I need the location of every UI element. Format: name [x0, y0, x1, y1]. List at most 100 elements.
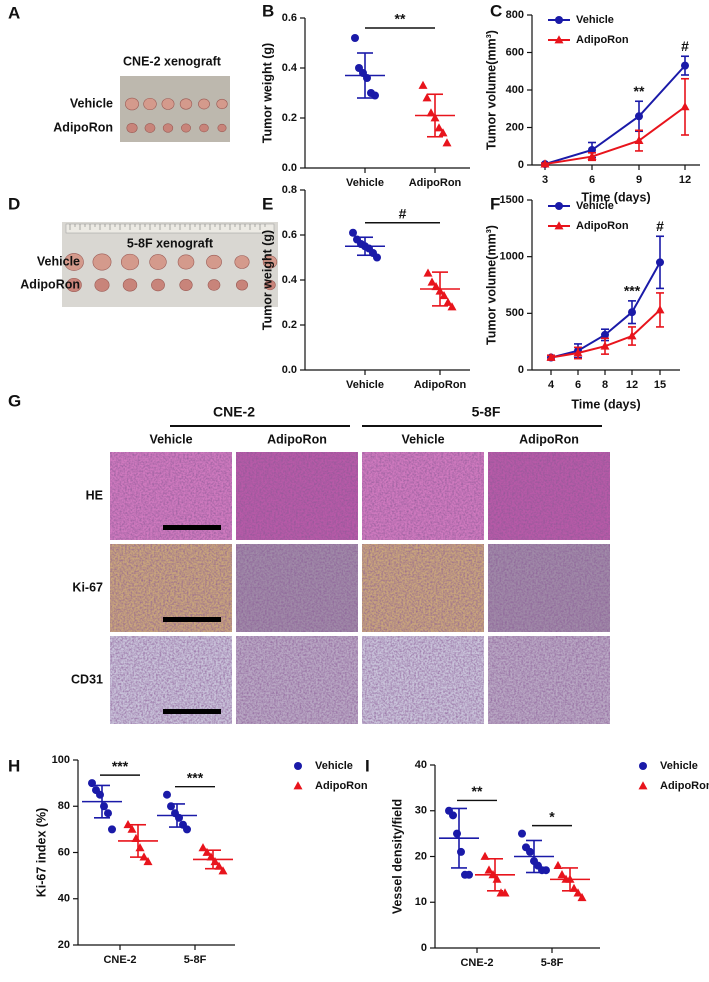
tumor — [161, 98, 175, 110]
data-point — [198, 843, 208, 852]
data-point — [443, 297, 453, 306]
panel-label: A — [8, 3, 20, 22]
y-tick-label: 1000 — [500, 251, 524, 263]
data-point — [418, 80, 428, 89]
micrograph-texture — [362, 452, 484, 540]
y-tick-label: 60 — [58, 846, 70, 858]
y-axis-label: Tumor volume(mm³) — [484, 30, 498, 150]
tumor — [207, 279, 221, 291]
tumor — [126, 122, 138, 134]
legend-marker — [293, 781, 303, 790]
panel-label: F — [490, 194, 500, 213]
tumor — [262, 255, 278, 269]
legend-marker — [294, 762, 302, 770]
data-point — [104, 809, 112, 818]
data-point — [573, 348, 583, 357]
data-point — [680, 102, 690, 111]
group-label: CNE-2 — [213, 404, 255, 420]
data-point — [143, 856, 153, 866]
legend-marker — [554, 35, 564, 44]
x-tick-label: AdipoRon — [414, 379, 467, 391]
tumor — [198, 98, 210, 110]
data-point — [449, 811, 457, 820]
x-tick-label: CNE-2 — [103, 954, 136, 966]
x-tick-label: Vehicle — [346, 379, 384, 391]
x-tick-label: 6 — [589, 174, 595, 186]
legend-marker — [638, 781, 648, 790]
data-point — [351, 34, 359, 42]
tumor — [122, 278, 138, 292]
significance-label: ** — [634, 83, 645, 99]
legend-label: Vehicle — [576, 200, 614, 212]
y-tick-label: 20 — [415, 850, 427, 862]
row-label: AdipoRon — [20, 277, 80, 291]
data-point — [422, 93, 432, 102]
x-tick-label: 4 — [548, 379, 555, 391]
row-label: CD31 — [71, 672, 103, 686]
data-point — [108, 825, 116, 834]
y-tick-label: 800 — [506, 9, 524, 21]
data-point — [627, 331, 637, 340]
tumor — [181, 123, 191, 133]
significance-label: ** — [472, 783, 483, 799]
tumor — [179, 279, 193, 291]
x-tick-label: 3 — [542, 174, 548, 186]
y-tick-label: 0 — [518, 364, 524, 376]
y-axis-label: Tumor weight (g) — [260, 230, 274, 330]
data-point — [426, 108, 436, 117]
y-tick-label: 0.6 — [282, 12, 297, 24]
legend-label: Vehicle — [576, 14, 614, 26]
x-tick-label: AdipoRon — [409, 177, 462, 189]
data-point — [127, 824, 137, 833]
x-axis-label: Time (days) — [571, 397, 640, 411]
y-tick-label: 500 — [506, 307, 524, 319]
tumor — [143, 97, 157, 111]
data-point — [601, 330, 609, 339]
micrograph-texture — [236, 636, 358, 724]
y-axis-label: Tumor weight (g) — [260, 43, 274, 143]
micrograph-texture — [236, 544, 358, 632]
y-tick-label: 0.2 — [282, 319, 297, 331]
panel-label: E — [262, 194, 273, 213]
y-tick-label: 0.8 — [282, 184, 297, 196]
tumor — [177, 254, 195, 270]
tumor — [125, 97, 139, 111]
data-point — [573, 888, 583, 897]
x-tick-label: CNE-2 — [460, 957, 493, 969]
legend-label: AdipoRon — [576, 220, 629, 232]
data-point — [546, 352, 556, 361]
y-tick-label: 200 — [506, 121, 524, 133]
y-tick-label: 0.0 — [282, 364, 297, 376]
tumor — [149, 254, 167, 270]
significance-label: # — [681, 38, 689, 54]
data-point — [540, 159, 550, 168]
panel-label: I — [365, 756, 370, 775]
data-point — [447, 302, 457, 311]
column-label: AdipoRon — [519, 432, 579, 446]
y-tick-label: 30 — [415, 805, 427, 817]
data-point — [526, 847, 534, 856]
data-point — [439, 290, 449, 300]
x-tick-label: 5-8F — [184, 954, 207, 966]
data-point — [577, 892, 587, 902]
data-point — [135, 843, 145, 852]
x-tick-label: 6 — [575, 379, 581, 391]
legend-marker — [639, 762, 647, 770]
data-point — [349, 228, 357, 237]
scale-bar — [163, 525, 221, 530]
tumor — [66, 277, 82, 293]
legend-marker — [555, 202, 563, 210]
data-point — [218, 866, 228, 875]
data-point — [588, 146, 596, 154]
data-point — [628, 308, 636, 317]
y-tick-label: 0 — [518, 159, 524, 171]
panel-label: B — [262, 1, 274, 20]
data-point — [442, 138, 452, 147]
tumor — [120, 253, 140, 271]
y-tick-label: 0 — [421, 942, 427, 954]
legend-marker — [555, 16, 563, 24]
data-point — [681, 61, 689, 70]
significance-label: # — [399, 205, 407, 221]
series-line — [544, 106, 686, 166]
